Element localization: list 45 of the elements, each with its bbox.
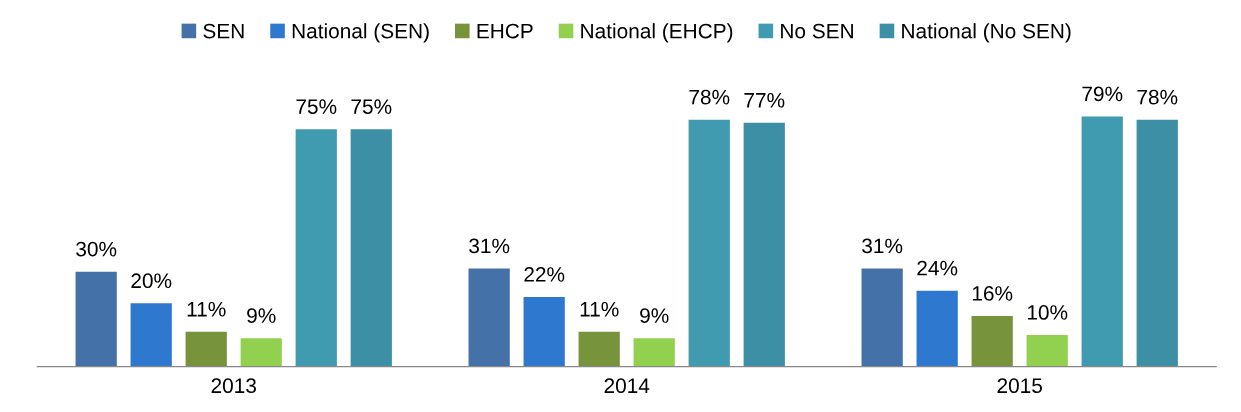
data-label: 30% [76,241,117,257]
bar [240,338,282,367]
bar [350,129,392,367]
data-label: 24% [917,260,958,276]
data-label: 16% [972,286,1013,301]
data-label: 78% [1137,89,1178,105]
bar [1026,335,1068,367]
bar [688,119,730,367]
x-tick-label: 2014 [604,378,650,394]
bar [1136,119,1178,367]
bar [633,338,675,367]
legend-label: National (SEN) [292,23,429,43]
data-label: 11% [187,301,226,317]
bar [75,271,117,367]
data-label: 9% [247,308,276,323]
x-tick-label: 2013 [211,378,256,394]
data-label: 75% [296,99,337,114]
legend-label: National (No SEN) [902,23,1071,43]
bar [185,331,227,367]
data-label: 78% [689,89,730,105]
bar [468,268,510,367]
bar [743,122,785,367]
data-label: 9% [640,308,669,323]
bar [295,129,337,367]
legend-label: EHCP [477,23,533,39]
legend-label: SEN [203,23,244,39]
data-label: 31% [862,238,903,254]
bar [578,331,620,367]
bar [523,297,565,367]
data-label: 77% [744,92,785,108]
bar [130,303,172,367]
x-tick-label: 2015 [997,378,1042,394]
data-label: 31% [469,238,510,254]
bar [971,316,1013,367]
bar [1081,116,1123,367]
bar [861,268,903,367]
data-label: 22% [524,267,565,282]
data-label: 79% [1082,86,1123,102]
data-label: 20% [131,273,172,289]
data-label: 75% [351,99,392,114]
legend-label: No SEN [781,23,853,39]
data-label: 10% [1027,305,1068,320]
legend-label: National (EHCP) [581,23,733,43]
bar [916,290,958,367]
data-label: 11% [580,301,619,317]
